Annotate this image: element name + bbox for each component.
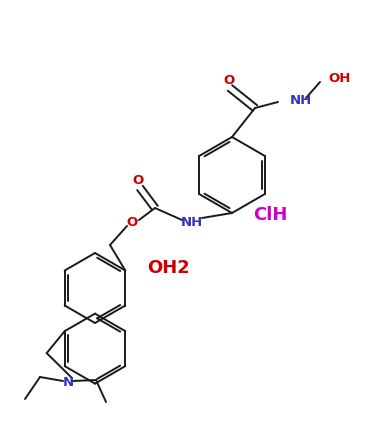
Text: ClH: ClH (253, 206, 287, 224)
Text: N: N (63, 375, 74, 389)
Text: NH: NH (181, 215, 203, 229)
Text: OH: OH (328, 71, 350, 85)
Text: O: O (126, 215, 137, 229)
Text: OH2: OH2 (147, 259, 189, 277)
Text: O: O (223, 74, 235, 88)
Text: NH: NH (290, 93, 312, 106)
Text: O: O (132, 173, 144, 187)
